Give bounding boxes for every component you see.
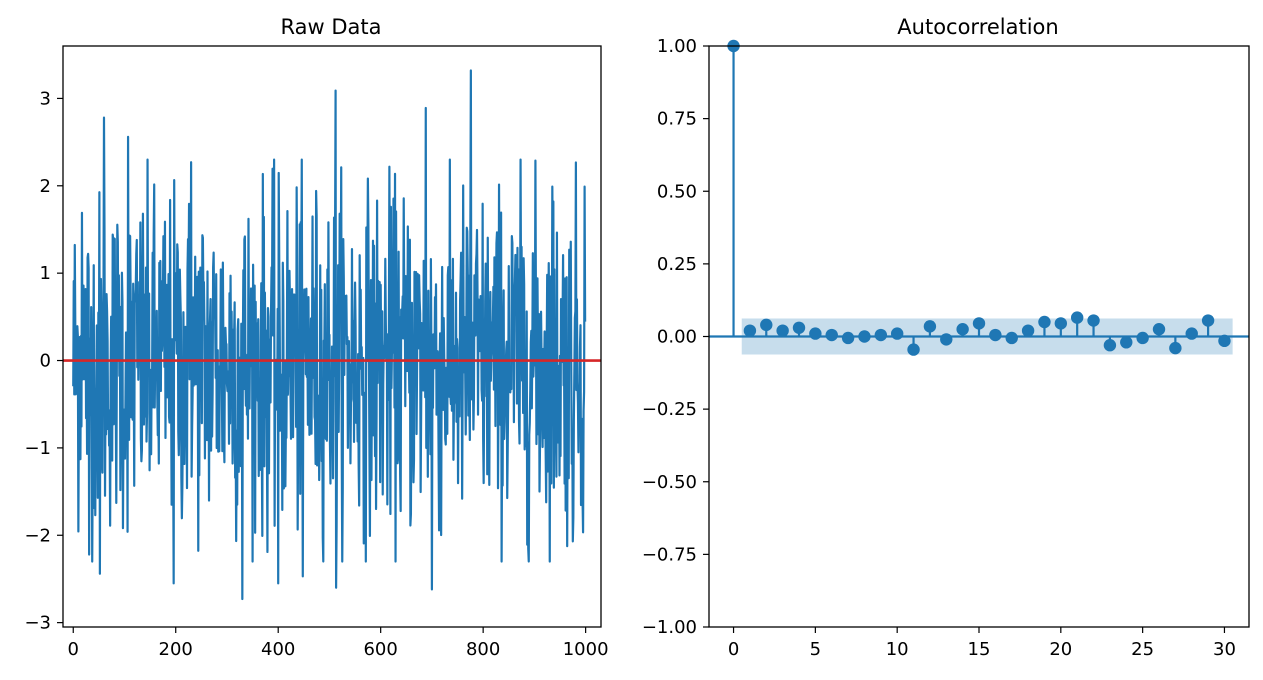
acf-point	[1070, 311, 1084, 324]
acf-y-tick-label: 0.75	[657, 109, 697, 130]
acf-point	[923, 320, 937, 333]
raw-y-tick-label: 0	[40, 351, 51, 372]
acf-y-tick-label: 0.50	[657, 181, 697, 202]
acf-point	[1136, 331, 1149, 345]
acf-x-tick-label: 25	[1131, 639, 1154, 660]
acf-point	[956, 323, 969, 336]
acf-y-tick-label: 0.25	[657, 254, 697, 275]
acf-point	[825, 328, 838, 342]
autocorrelation-title: Autocorrelation	[897, 15, 1058, 39]
raw-y-tick-label: 2	[40, 176, 51, 197]
acf-y-tick-label: 1.00	[657, 36, 697, 57]
acf-point	[989, 328, 1002, 342]
acf-point	[890, 327, 904, 340]
acf-point	[1201, 314, 1215, 327]
acf-point	[1169, 341, 1182, 355]
acf-point	[776, 324, 789, 337]
acf-point	[1185, 327, 1198, 340]
raw-x-tick-label: 0	[68, 639, 79, 660]
acf-x-tick-label: 30	[1213, 639, 1236, 660]
acf-x-tick-label: 5	[810, 639, 821, 660]
acf-point	[1087, 314, 1100, 327]
autocorrelation-plot-area: 0 5 10 15 20 25 30 −1.00 −0.75 −0.50 −0.25 0.00 0.25…	[642, 36, 1250, 660]
acf-point	[1005, 331, 1018, 345]
autocorrelation-panel: Autocorrelation 0 5 10 15 20 25 30 −1.00 −0.75 −0…	[642, 15, 1250, 660]
raw-data-panel: Raw Data 0 200 400 600 800 1000 −3 −2 −1 0 1 2 3	[24, 15, 608, 660]
acf-point	[809, 327, 822, 340]
acf-point	[874, 328, 888, 342]
raw-data-title: Raw Data	[281, 15, 382, 39]
acf-point	[972, 317, 986, 330]
acf-point	[1103, 339, 1117, 352]
acf-point	[1152, 323, 1166, 336]
raw-y-tick-label: 3	[40, 88, 51, 109]
acf-point	[1120, 336, 1133, 349]
raw-data-axes-frame	[62, 45, 602, 628]
raw-x-tick-label: 400	[261, 639, 295, 660]
raw-y-tick-label: −1	[24, 438, 51, 459]
acf-x-tick-label: 0	[728, 639, 739, 660]
acf-y-tick-label: −0.50	[642, 472, 697, 493]
acf-point	[907, 343, 920, 356]
raw-x-tick-label: 200	[159, 639, 193, 660]
acf-point	[1021, 324, 1035, 337]
raw-x-tick-label: 800	[466, 639, 500, 660]
acf-y-tick-label: −0.75	[642, 544, 697, 565]
acf-point	[858, 330, 871, 343]
acf-point	[841, 331, 855, 345]
acf-point	[940, 333, 953, 346]
acf-point	[1038, 315, 1051, 329]
raw-y-tick-label: −3	[24, 613, 51, 634]
raw-y-tick-label: 1	[40, 263, 51, 284]
acf-y-tick-label: −0.25	[642, 399, 697, 420]
acf-x-tick-label: 10	[886, 639, 909, 660]
acf-y-tick-label: 0.00	[657, 327, 697, 348]
acf-x-tick-label: 15	[968, 639, 991, 660]
acf-point	[1054, 317, 1068, 330]
raw-data-series-line	[72, 69, 587, 601]
acf-y-tick-label: −1.00	[642, 617, 697, 638]
raw-x-tick-label: 1000	[563, 639, 609, 660]
acf-point	[1218, 334, 1231, 348]
acf-x-tick-label: 20	[1049, 639, 1072, 660]
raw-data-plot-area: 0 200 400 600 800 1000 −3 −2 −1 0 1 2 3	[24, 45, 609, 660]
raw-x-tick-label: 600	[363, 639, 397, 660]
acf-point	[792, 321, 806, 334]
raw-y-tick-label: −2	[24, 525, 51, 546]
acf-point	[760, 318, 773, 332]
acf-point	[743, 324, 757, 337]
